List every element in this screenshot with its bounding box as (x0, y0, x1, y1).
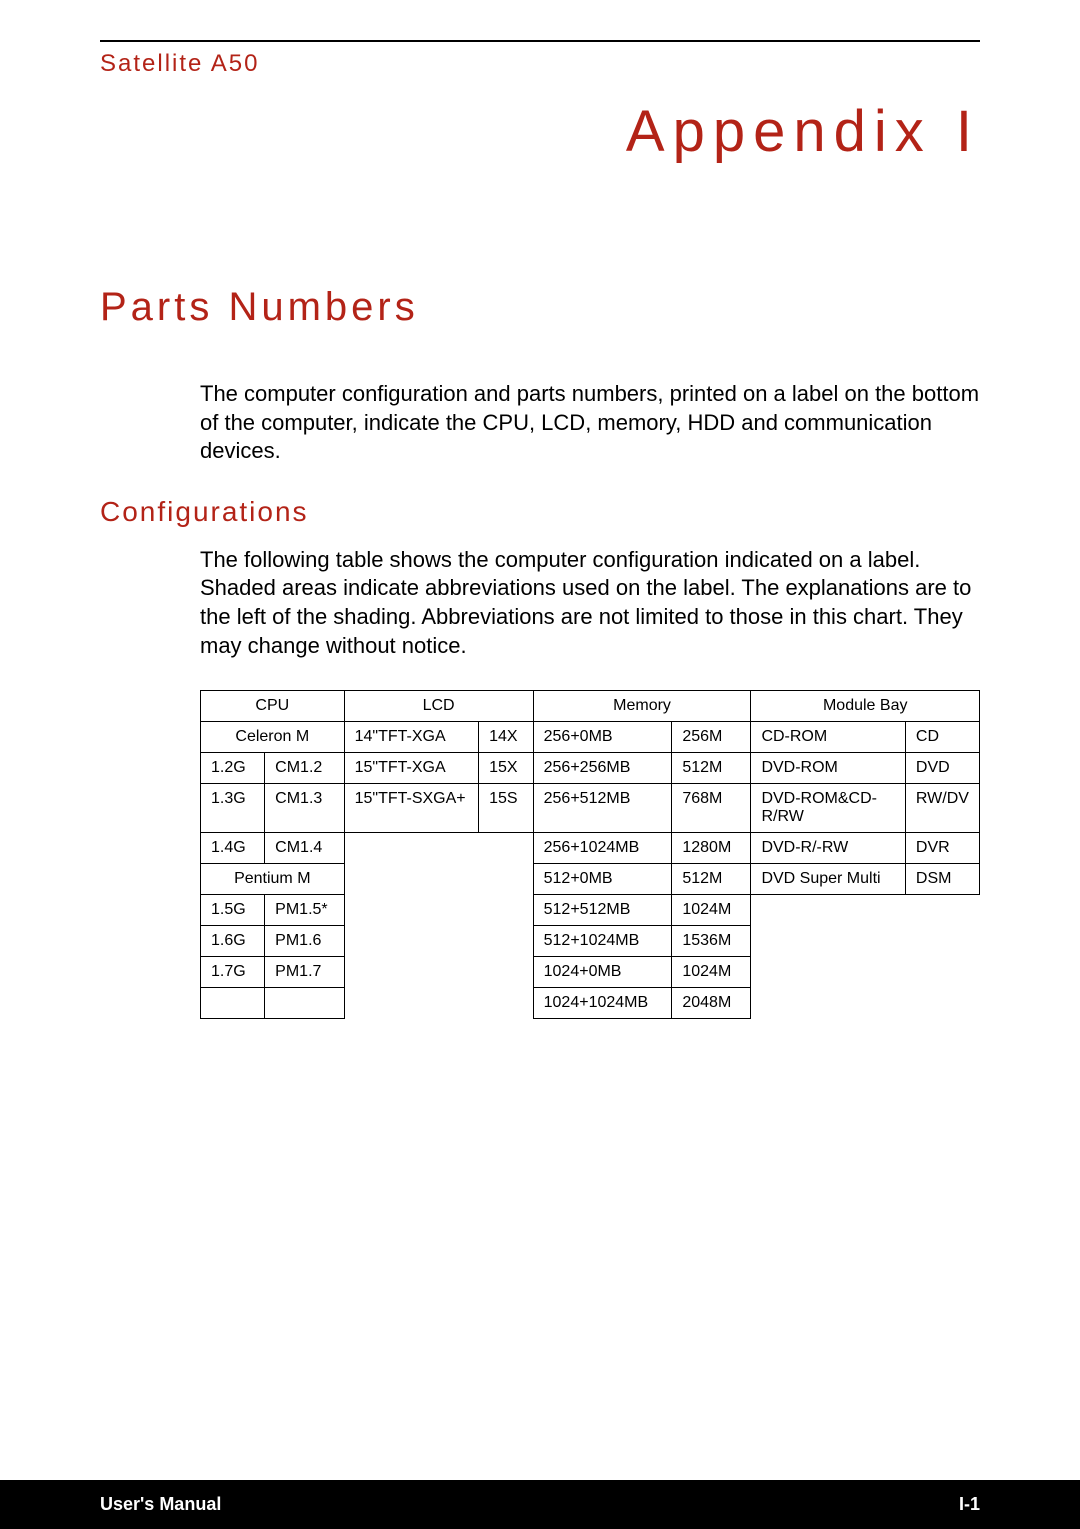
cell (201, 988, 265, 1019)
cell: 1280M (672, 833, 751, 864)
cell: CD (905, 722, 979, 753)
cell: DVD Super Multi (751, 864, 905, 895)
cell: 2048M (672, 988, 751, 1019)
cell: 14X (479, 722, 534, 753)
header-rule (100, 40, 980, 42)
cell: 1024+1024MB (533, 988, 672, 1019)
cell: DVD-ROM&CD-R/RW (751, 784, 905, 833)
header-cpu: CPU (201, 691, 345, 722)
footer-left: User's Manual (100, 1494, 221, 1515)
configurations-table: CPU LCD Memory Module Bay Celeron M 14"T… (200, 690, 980, 1019)
cell: 1.3G (201, 784, 265, 833)
page-content: Satellite A50 Appendix I Parts Numbers T… (0, 0, 1080, 1019)
cell: 512+1024MB (533, 926, 672, 957)
cell: 512M (672, 753, 751, 784)
cell: 512M (672, 864, 751, 895)
cell: 1536M (672, 926, 751, 957)
cell: PM1.7 (265, 957, 344, 988)
header-lcd: LCD (344, 691, 533, 722)
table-row: Celeron M 14"TFT-XGA 14X 256+0MB 256M CD… (201, 722, 980, 753)
cell: 15X (479, 753, 534, 784)
header-module-bay: Module Bay (751, 691, 980, 722)
cell: RW/DV (905, 784, 979, 833)
cell: 15"TFT-XGA (344, 753, 479, 784)
cell: 15"TFT-SXGA+ (344, 784, 479, 833)
footer-bar: User's Manual I-1 (0, 1480, 1080, 1529)
cell: 512+512MB (533, 895, 672, 926)
cell: CM1.3 (265, 784, 344, 833)
cell: DVD (905, 753, 979, 784)
empty-cell (751, 895, 980, 1019)
cell: DVD-ROM (751, 753, 905, 784)
cell: 1.6G (201, 926, 265, 957)
cell: 256+256MB (533, 753, 672, 784)
table-row: 1.2G CM1.2 15"TFT-XGA 15X 256+256MB 512M… (201, 753, 980, 784)
cpu-group-celeron: Celeron M (201, 722, 345, 753)
cell: 1024M (672, 957, 751, 988)
header-memory: Memory (533, 691, 751, 722)
cell: DVD-R/-RW (751, 833, 905, 864)
cell: 1.5G (201, 895, 265, 926)
appendix-title: Appendix I (100, 98, 980, 165)
cpu-group-pentium: Pentium M (201, 864, 345, 895)
cell: 1.7G (201, 957, 265, 988)
cell: 256+1024MB (533, 833, 672, 864)
cell: 256+0MB (533, 722, 672, 753)
cell: DSM (905, 864, 979, 895)
table-row: 1.3G CM1.3 15"TFT-SXGA+ 15S 256+512MB 76… (201, 784, 980, 833)
cell: 512+0MB (533, 864, 672, 895)
cell: 1.2G (201, 753, 265, 784)
cell: DVR (905, 833, 979, 864)
cell: PM1.5* (265, 895, 344, 926)
table-header-row: CPU LCD Memory Module Bay (201, 691, 980, 722)
cell: 1024M (672, 895, 751, 926)
cell: 256M (672, 722, 751, 753)
cell: 14"TFT-XGA (344, 722, 479, 753)
cell: 256+512MB (533, 784, 672, 833)
cell: 15S (479, 784, 534, 833)
table-row: 1.4G CM1.4 256+1024MB 1280M DVD-R/-RW DV… (201, 833, 980, 864)
product-name: Satellite A50 (100, 50, 980, 78)
footer-right: I-1 (959, 1494, 980, 1515)
table-row: Pentium M 512+0MB 512M DVD Super Multi D… (201, 864, 980, 895)
cell: 1024+0MB (533, 957, 672, 988)
intro-paragraph: The computer configuration and parts num… (200, 380, 980, 466)
cell (265, 988, 344, 1019)
empty-cell (344, 833, 533, 1019)
section-title: Parts Numbers (100, 285, 980, 330)
configurations-heading: Configurations (100, 496, 980, 528)
cell: 1.4G (201, 833, 265, 864)
configurations-paragraph: The following table shows the computer c… (200, 546, 980, 660)
cell: CD-ROM (751, 722, 905, 753)
cell: CM1.2 (265, 753, 344, 784)
table-row: 1.5G PM1.5* 512+512MB 1024M (201, 895, 980, 926)
cell: CM1.4 (265, 833, 344, 864)
cell: PM1.6 (265, 926, 344, 957)
cell: 768M (672, 784, 751, 833)
